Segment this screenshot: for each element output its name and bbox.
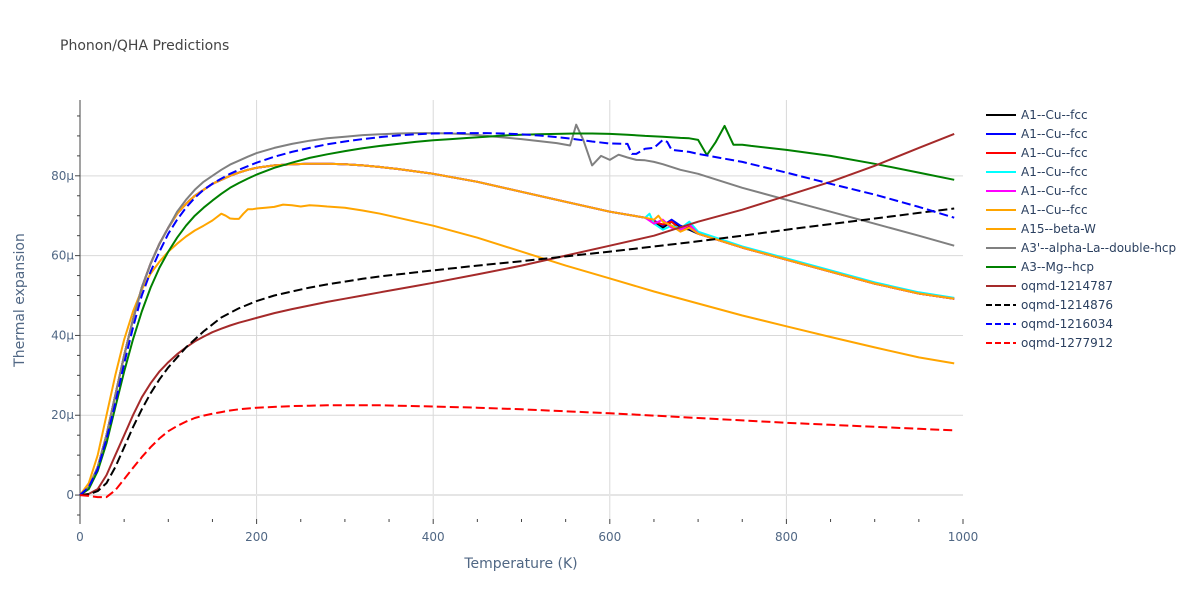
plot-area — [79, 123, 955, 499]
chart-title: Phonon/QHA Predictions — [60, 38, 229, 54]
y-axis-title: Thermal expansion — [12, 233, 28, 368]
legend-item[interactable]: A3--Mg--hcp — [986, 260, 1094, 274]
legend-item[interactable]: oqmd-1214787 — [986, 279, 1113, 293]
legend-label: A1--Cu--fcc — [1021, 165, 1088, 179]
legend-label: oqmd-1216034 — [1021, 317, 1113, 331]
legend-item[interactable]: oqmd-1277912 — [986, 336, 1113, 350]
axes — [75, 100, 964, 524]
series-line-10 — [79, 207, 955, 497]
series-line-3 — [79, 162, 955, 496]
tick-labels: 0 200 400 600 800 1000 0 20μ 40μ 60μ 80μ — [51, 169, 978, 544]
y-tick-label: 0 — [66, 488, 74, 502]
legend-label: A1--Cu--fcc — [1021, 184, 1088, 198]
legend-label: oqmd-1214876 — [1021, 298, 1113, 312]
legend-label: A1--Cu--fcc — [1021, 108, 1088, 122]
series-line-5 — [79, 162, 955, 496]
y-tick-label: 80μ — [51, 169, 74, 183]
grid — [80, 100, 963, 519]
legend-item[interactable]: A15--beta-W — [986, 222, 1096, 236]
series-line-2 — [79, 162, 955, 496]
legend-item[interactable]: A1--Cu--fcc — [986, 108, 1088, 122]
legend-item[interactable]: oqmd-1216034 — [986, 317, 1113, 331]
series-line-7 — [79, 123, 955, 496]
series-line-8 — [79, 124, 955, 496]
y-tick-label: 20μ — [51, 408, 74, 422]
legend-item[interactable]: A1--Cu--fcc — [986, 184, 1088, 198]
series-line-0 — [79, 162, 955, 496]
y-tick-label: 40μ — [51, 328, 74, 342]
legend-label: A15--beta-W — [1021, 222, 1096, 236]
x-tick-label: 400 — [422, 530, 445, 544]
legend-item[interactable]: A1--Cu--fcc — [986, 146, 1088, 160]
legend-label: A1--Cu--fcc — [1021, 146, 1088, 160]
legend-item[interactable]: A3'--alpha-La--double-hcp — [986, 241, 1176, 255]
x-tick-label: 600 — [598, 530, 621, 544]
legend-item[interactable]: A1--Cu--fcc — [986, 165, 1088, 179]
legend-label: oqmd-1214787 — [1021, 279, 1113, 293]
x-tick-label: 800 — [775, 530, 798, 544]
series-line-1 — [79, 162, 955, 496]
x-axis-title: Temperature (K) — [463, 556, 577, 572]
x-tick-label: 200 — [245, 530, 268, 544]
legend-item[interactable]: A1--Cu--fcc — [986, 127, 1088, 141]
series-line-12 — [79, 404, 955, 499]
legend-label: A3--Mg--hcp — [1021, 260, 1094, 274]
legend-item[interactable]: A1--Cu--fcc — [986, 203, 1088, 217]
series-line-6 — [79, 203, 955, 496]
series-line-4 — [79, 162, 955, 496]
x-tick-label: 0 — [76, 530, 84, 544]
y-tick-label: 60μ — [51, 249, 74, 263]
legend-label: A3'--alpha-La--double-hcp — [1021, 241, 1176, 255]
legend[interactable]: A1--Cu--fcc A1--Cu--fcc A1--Cu--fcc A1--Cu-… — [986, 108, 1176, 350]
legend-item[interactable]: oqmd-1214876 — [986, 298, 1113, 312]
series-line-11 — [79, 132, 955, 496]
x-tick-label: 1000 — [948, 530, 979, 544]
legend-label: A1--Cu--fcc — [1021, 127, 1088, 141]
legend-label: oqmd-1277912 — [1021, 336, 1113, 350]
legend-label: A1--Cu--fcc — [1021, 203, 1088, 217]
series-line-9 — [79, 132, 955, 497]
